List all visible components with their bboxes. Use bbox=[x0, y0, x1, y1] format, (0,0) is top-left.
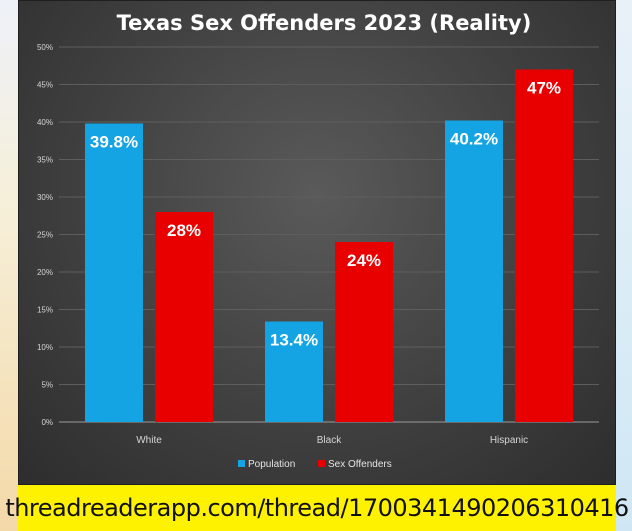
x-tick-label: Hispanic bbox=[490, 435, 528, 446]
bar-sex-offenders bbox=[515, 69, 573, 422]
x-tick-label: Black bbox=[317, 435, 342, 446]
y-axis-ticks: 0% 5% 10% 15% 20% 25% 30% 35% 40% 45% 50% bbox=[37, 43, 53, 427]
data-labels: 39.8% 28% 13.4% 24% 40.2% 47% bbox=[90, 79, 561, 350]
legend-swatch-population bbox=[238, 460, 245, 467]
y-tick-label: 20% bbox=[37, 268, 53, 277]
chart-title: Texas Sex Offenders 2023 (Reality) bbox=[117, 11, 532, 35]
background-strip-left bbox=[0, 0, 18, 531]
bar-chart: Texas Sex Offenders 2023 (Reality) 0% 5% 1… bbox=[37, 11, 599, 470]
legend: Population Sex Offenders bbox=[238, 459, 392, 470]
y-tick-label: 45% bbox=[37, 81, 53, 90]
chart-panel: Texas Sex Offenders 2023 (Reality) 0% 5% 1… bbox=[18, 0, 616, 485]
data-label: 13.4% bbox=[270, 331, 318, 350]
data-label: 24% bbox=[347, 251, 381, 270]
y-tick-label: 10% bbox=[37, 343, 53, 352]
y-tick-label: 25% bbox=[37, 231, 53, 240]
y-tick-label: 5% bbox=[41, 381, 53, 390]
data-label: 28% bbox=[167, 221, 201, 240]
grid-lines bbox=[59, 46, 599, 423]
legend-swatch-sex-offenders bbox=[318, 460, 325, 467]
y-tick-label: 0% bbox=[41, 418, 53, 427]
footer-url-bar: threadreaderapp.com/thread/1700341490206… bbox=[5, 485, 629, 531]
data-label: 39.8% bbox=[90, 133, 138, 152]
y-tick-label: 40% bbox=[37, 118, 53, 127]
y-tick-label: 35% bbox=[37, 156, 53, 165]
data-label: 47% bbox=[527, 79, 561, 98]
x-axis-ticks: White Black Hispanic bbox=[136, 435, 528, 446]
y-tick-label: 30% bbox=[37, 193, 53, 202]
data-label: 40.2% bbox=[450, 130, 498, 149]
background-strip-right bbox=[616, 0, 632, 531]
bar-population bbox=[265, 321, 323, 422]
bar-sex-offenders bbox=[335, 242, 393, 422]
bar-population bbox=[85, 123, 143, 422]
legend-label: Population bbox=[248, 459, 295, 470]
bars bbox=[85, 69, 573, 422]
y-tick-label: 15% bbox=[37, 306, 53, 315]
bar-sex-offenders bbox=[155, 212, 213, 422]
y-tick-label: 50% bbox=[37, 43, 53, 52]
bar-population bbox=[445, 120, 503, 422]
legend-label: Sex Offenders bbox=[328, 459, 392, 470]
footer-url[interactable]: threadreaderapp.com/thread/1700341490206… bbox=[5, 494, 629, 522]
x-tick-label: White bbox=[136, 435, 162, 446]
